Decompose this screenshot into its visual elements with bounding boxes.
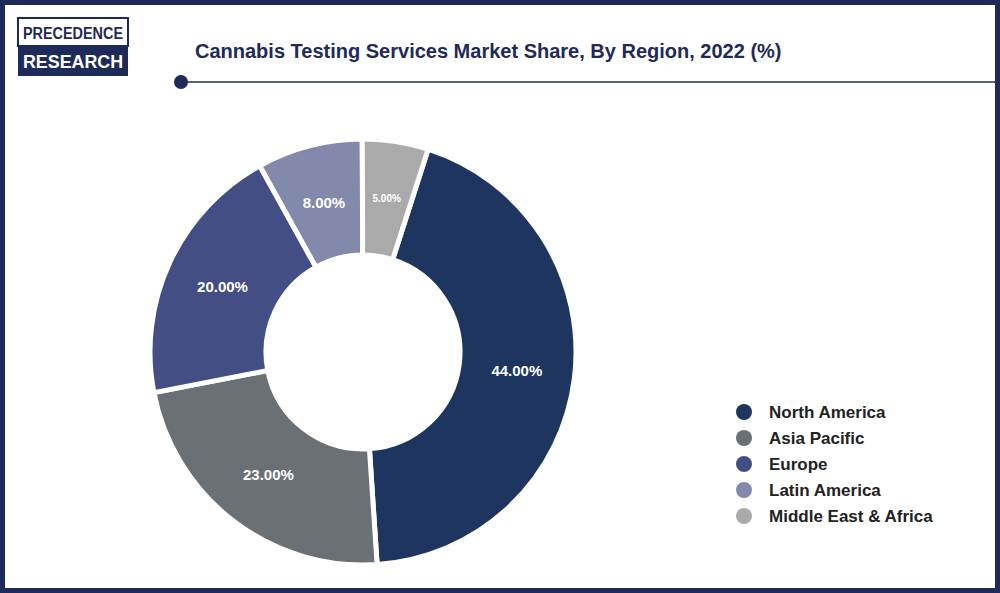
legend-label: Middle East & Africa [769,507,933,526]
data-label: 5.00% [373,193,401,204]
legend-swatch [736,508,752,524]
legend-swatch [736,430,752,446]
slice [154,371,377,565]
chart: PRECEDENCE RESEARCH Cannabis Testing Servi… [0,0,1000,593]
legend-label: Latin America [769,481,881,500]
title-dot [174,75,188,89]
slice [260,139,363,267]
legend-swatch [736,456,752,472]
logo-box-bottom [18,46,128,76]
legend-label: Europe [769,455,828,474]
slices [150,139,576,565]
data-label: 44.00% [491,362,542,379]
title-rule [181,81,1000,83]
frame [3,3,998,591]
legend-label: North America [769,403,886,422]
logo-box-top [18,18,128,46]
title: Cannabis Testing Services Market Share, … [195,40,782,62]
slice [362,139,428,260]
logo-text: PRECEDENCE [23,25,123,42]
legend-swatch [736,404,752,420]
data-labels: 44.00% 23.00% 20.00% 8.00% 5.00% [197,193,542,483]
logo-text: RESEARCH [23,52,123,72]
legend-swatch [736,482,752,498]
legend-label: Asia Pacific [769,429,864,448]
data-label: 20.00% [197,278,248,295]
data-label: 23.00% [243,466,294,483]
legend: North America Asia Pacific Europe Latin Ame… [736,403,933,526]
data-label: 8.00% [303,194,346,211]
